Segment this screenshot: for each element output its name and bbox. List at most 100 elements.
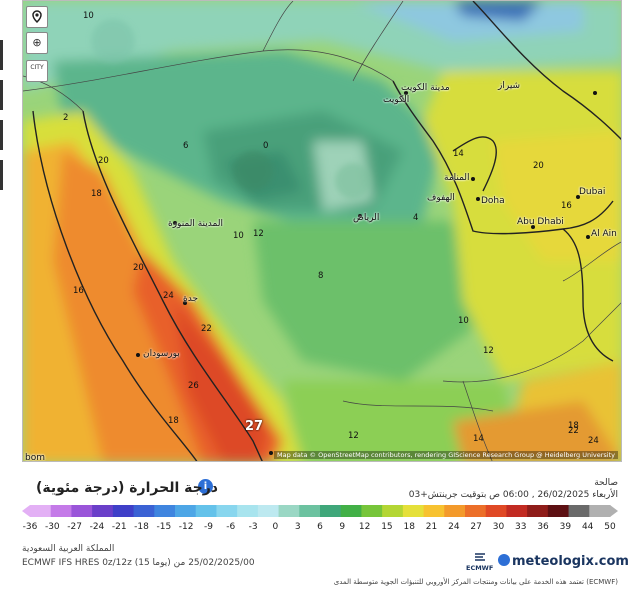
legend-tick-label: -27 [67, 522, 82, 532]
zoom-icon: ⊕ [32, 36, 42, 49]
place-label: المدينة المنورة [168, 219, 223, 229]
legend-color-cell [92, 505, 114, 517]
temp-value: 16 [561, 201, 572, 211]
legend-tick-label: 9 [339, 522, 346, 532]
ecmwf-logo-icon [474, 553, 485, 561]
place-label: المنامة [444, 173, 470, 183]
place-label: الكويت [383, 95, 410, 105]
model-run-label: ECMWF IFS HRES 0z/12z (15 يوما) 25/02/20… [22, 558, 255, 568]
left-edge-strip [0, 0, 8, 594]
temp-value: 12 [483, 346, 494, 356]
legend-color-cell [133, 505, 155, 517]
legend-ticks: -36 -30 -27 -24 -21 -18 -15 -12 -9 -6 -3 0 3 6 9 12 15 18… [23, 522, 620, 536]
place-label: الرياض [353, 213, 380, 223]
place-label: بورسودان [143, 349, 180, 359]
place-label: Dubai [579, 187, 606, 197]
map-title: درجة الحرارة (درجة مئوية) [36, 480, 218, 496]
temp-value: 4 [413, 213, 419, 223]
temp-value: 10 [458, 316, 469, 326]
place-label: Al Ain [591, 229, 617, 239]
brand-text: meteologix.com [512, 554, 629, 569]
temp-value: 20 [98, 156, 109, 166]
legend-tick-label: 18 [403, 522, 415, 532]
temp-value: 8 [318, 271, 324, 281]
temp-value: 12 [348, 431, 359, 441]
legend-tick-label: -12 [178, 522, 194, 532]
legend-color-cell [50, 505, 72, 517]
legend-color-cell [465, 505, 487, 517]
location-pin-button[interactable] [26, 6, 48, 28]
legend-tick-label: 30 [492, 522, 505, 532]
temp-value: 26 [188, 381, 199, 391]
place-label: الهفوف [427, 193, 455, 203]
temp-value: 18 [168, 416, 179, 426]
legend-tick-label: -24 [89, 522, 105, 532]
legend-color-cell [30, 505, 52, 517]
edge-tick [0, 160, 3, 190]
legend-tick-label: 6 [317, 522, 323, 532]
legend-color-cell [423, 505, 445, 517]
legend-tick-label: 12 [358, 522, 371, 532]
legend-tick-label: -15 [156, 522, 172, 532]
legend-color-cell [402, 505, 425, 517]
legend-tick-label: 0 [272, 522, 279, 532]
legend-tick-label: 27 [470, 522, 482, 532]
place-label: bom [25, 453, 45, 462]
temp-value: 20 [533, 161, 544, 171]
edge-tick [0, 80, 3, 110]
legend-tick-label: 33 [515, 522, 527, 532]
legend-tick-label: 44 [581, 522, 594, 532]
legend-color-cell [547, 505, 570, 517]
brand-icon [498, 554, 510, 566]
legend-color-cell [382, 505, 404, 517]
info-icon[interactable]: i [198, 479, 213, 494]
legend-color-cell [278, 505, 300, 517]
place-label: جدة [183, 294, 199, 304]
legend-tick-label: 15 [381, 522, 393, 532]
legend-tick-label: 3 [294, 522, 301, 532]
map-canvas [23, 1, 621, 461]
legend-tick-label: 24 [448, 522, 460, 532]
location-pin-icon [32, 10, 42, 24]
legend-tick-label: -18 [134, 522, 149, 532]
map-attribution: Map data © OpenStreetMap contributors, r… [274, 451, 618, 459]
zoom-button[interactable]: ⊕ [26, 32, 48, 54]
temp-value: 2 [63, 113, 69, 123]
ecmwf-logo: ECMWF [466, 552, 493, 572]
legend-tick-label: 21 [425, 522, 438, 532]
legend-color-cell [237, 505, 259, 517]
temp-value: 6 [183, 141, 189, 151]
place-label: شيراز [498, 81, 521, 91]
legend-tick-label: -3 [248, 522, 258, 532]
temp-value: 14 [453, 149, 464, 159]
temp-value: 24 [588, 436, 599, 446]
temperature-color-scale [22, 505, 618, 517]
legend-arrow-left [22, 505, 30, 517]
ecmwf-text: ECMWF [466, 564, 494, 572]
legend-color-cell [485, 505, 507, 517]
legend-tick-label: -9 [203, 522, 213, 532]
legend-arrow-right [610, 505, 618, 517]
temp-value: 24 [163, 291, 174, 301]
temp-value: 10 [83, 11, 94, 21]
place-label: Doha [481, 196, 505, 206]
temp-value: 18 [568, 421, 579, 431]
legend-color-cell [154, 505, 176, 517]
legend-tick-label: -6 [226, 522, 236, 532]
legend-color-cell [527, 505, 549, 517]
legend-color-cell [589, 505, 611, 517]
temp-value: 22 [201, 324, 212, 334]
legend-color-cell [216, 505, 238, 517]
brand-logo[interactable]: meteologix.com [498, 554, 629, 569]
temp-value: 10 [233, 231, 244, 241]
legend-tick-label: 36 [537, 522, 549, 532]
legend-tick-label: 50 [604, 522, 616, 532]
place-label: Abu Dhabi [517, 217, 564, 227]
temp-value: 22 [568, 426, 579, 436]
temperature-map[interactable]: مدينة الكويت الكويت المنامة الهفوف Doha … [22, 0, 622, 462]
legend-color-cell [175, 505, 197, 517]
temp-value: 18 [91, 189, 102, 199]
legend-color-cell [506, 505, 528, 517]
legend-color-cell [361, 505, 383, 517]
city-toggle-button[interactable]: CITY [26, 60, 48, 82]
